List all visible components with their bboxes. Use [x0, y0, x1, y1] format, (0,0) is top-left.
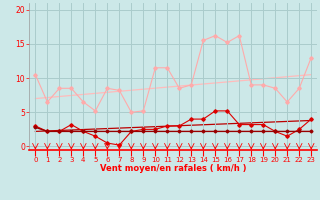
X-axis label: Vent moyen/en rafales ( km/h ): Vent moyen/en rafales ( km/h ) [100, 164, 246, 173]
